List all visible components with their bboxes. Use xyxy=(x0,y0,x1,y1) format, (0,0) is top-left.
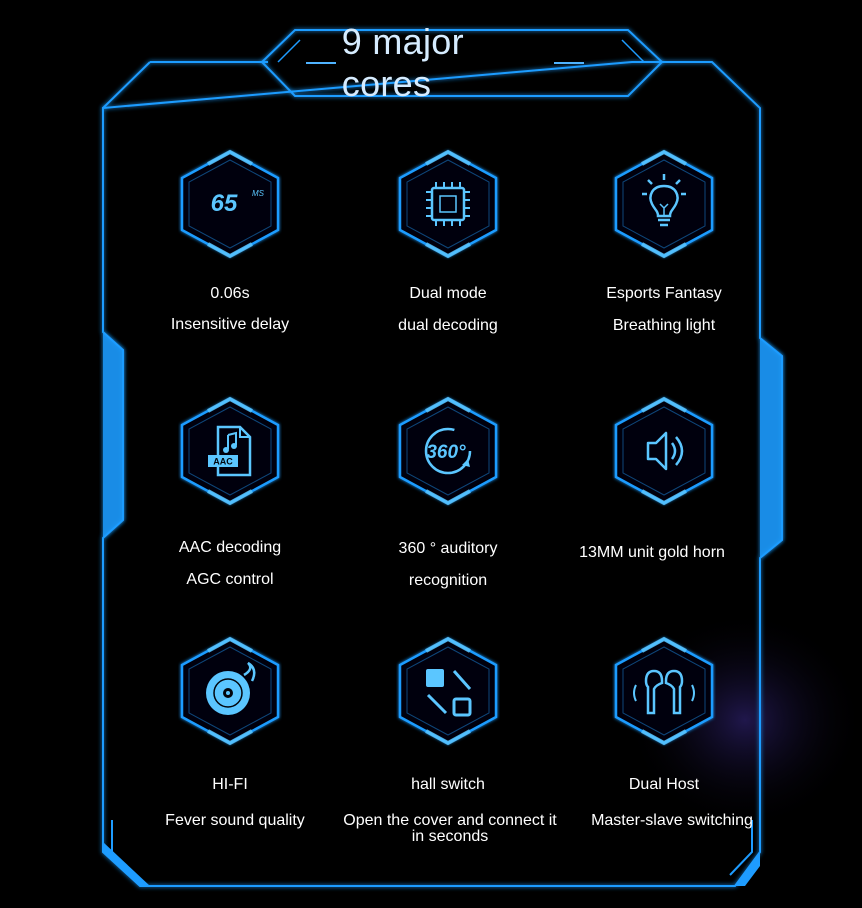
core-2-line1: Dual mode xyxy=(409,285,487,302)
page-title: 9 major cores xyxy=(300,21,590,104)
core-8-line2: Open the cover and connect it in seconds xyxy=(343,812,557,845)
hifi-disc-icon-graphic xyxy=(180,636,280,746)
speaker-icon-graphic xyxy=(614,396,714,506)
svg-text:65: 65 xyxy=(211,190,238,217)
earbuds-icon-graphic xyxy=(614,636,714,746)
core-1-line1: 0.06s xyxy=(210,285,250,302)
speaker-icon xyxy=(612,395,716,507)
hifi-disc-icon xyxy=(178,635,282,747)
core-5-line1: 360 ° auditory xyxy=(398,540,498,557)
360-audio-icon: 360° xyxy=(396,395,500,507)
title-right-dash xyxy=(554,62,584,64)
65ms-latency-icon-graphic: 65 MS xyxy=(180,149,280,259)
core-8-line1: hall switch xyxy=(411,776,485,793)
svg-text:AAC: AAC xyxy=(213,457,233,467)
core-2-line2: dual decoding xyxy=(398,317,498,334)
chip-icon-graphic xyxy=(398,149,498,259)
hall-switch-icon xyxy=(396,635,500,747)
core-3-line2: Breathing light xyxy=(612,317,716,334)
earbuds-icon xyxy=(612,635,716,747)
core-1-line2: Insensitive delay xyxy=(170,316,290,333)
light-bulb-icon-graphic xyxy=(614,149,714,259)
core-6-line1: 13MM unit gold horn xyxy=(579,544,725,561)
title-left-dash xyxy=(306,62,336,64)
core-4-line1: AAC decoding xyxy=(178,539,282,556)
title-text: 9 major cores xyxy=(341,21,464,104)
core-9-line2: Master-slave switching xyxy=(591,812,753,829)
core-5-line2: recognition xyxy=(408,572,488,589)
core-4-line2: AGC control xyxy=(186,571,274,588)
core-3-line1: Esports Fantasy xyxy=(606,285,722,302)
core-9-line1: Dual Host xyxy=(628,776,700,793)
core-7-line2: Fever sound quality xyxy=(165,812,305,829)
360-audio-icon-graphic: 360° xyxy=(398,396,498,506)
light-bulb-icon xyxy=(612,148,716,260)
aac-file-icon-graphic: AAC xyxy=(180,396,280,506)
aac-file-icon: AAC xyxy=(178,395,282,507)
hall-switch-icon-graphic xyxy=(398,636,498,746)
svg-text:MS: MS xyxy=(252,189,265,198)
core-7-line1: HI-FI xyxy=(212,776,248,793)
svg-text:360°: 360° xyxy=(426,442,466,463)
chip-icon xyxy=(396,148,500,260)
65ms-latency-icon: 65 MS xyxy=(178,148,282,260)
